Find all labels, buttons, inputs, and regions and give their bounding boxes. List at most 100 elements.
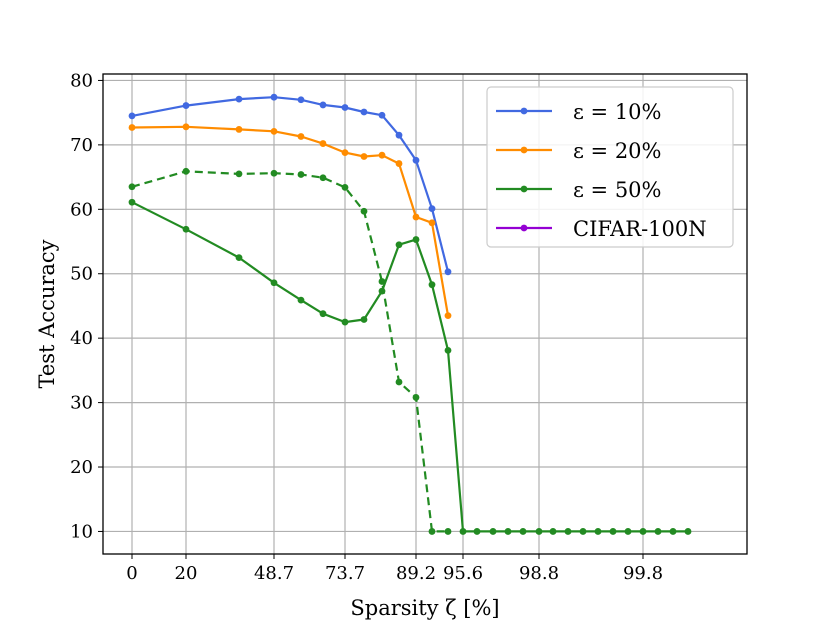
data-point	[459, 528, 467, 535]
data-point	[639, 528, 647, 535]
data-point	[360, 316, 368, 323]
data-point	[182, 123, 190, 131]
data-point	[235, 254, 243, 262]
y-tick-label: 40	[70, 328, 93, 349]
data-point	[609, 528, 617, 535]
legend-label: ε = 20%	[573, 139, 662, 163]
data-point	[235, 126, 243, 133]
x-tick-label: 98.8	[519, 563, 559, 584]
data-point	[428, 219, 436, 227]
legend-swatch-marker	[520, 146, 528, 154]
legend: ε = 10% ε = 20% ε = 50% CIFAR-100N	[486, 86, 734, 248]
data-point	[535, 528, 543, 535]
data-point	[564, 528, 572, 535]
plot-frame	[102, 73, 748, 555]
y-tick-label: 30	[70, 393, 93, 414]
x-tick-label: 73.7	[325, 563, 365, 584]
y-axis-label: Test Accuracy	[35, 239, 59, 388]
data-point	[319, 140, 327, 147]
data-point	[669, 528, 677, 535]
x-tick-label: 20	[175, 563, 198, 584]
data-point	[360, 207, 368, 215]
y-tick-label: 60	[70, 199, 93, 220]
data-point	[128, 183, 136, 191]
data-point	[360, 153, 368, 160]
legend-swatch-marker	[520, 185, 528, 193]
data-point	[128, 112, 136, 120]
data-point	[395, 131, 403, 139]
data-point	[270, 169, 278, 177]
legend-label: CIFAR-100N	[573, 217, 707, 241]
tick-layer: 0 20 48.7 73.7 89.2 95.6 98.8 99.8 10 20 30 40 50 60 7…	[70, 70, 663, 584]
data-point	[654, 528, 662, 535]
data-point	[684, 528, 692, 535]
data-point	[444, 528, 452, 535]
legend-label: ε = 10%	[573, 100, 662, 124]
y-tick-label: 50	[70, 264, 93, 285]
data-point	[378, 151, 386, 159]
data-point	[378, 278, 386, 285]
data-point	[128, 198, 136, 206]
data-point	[428, 281, 436, 289]
legend-swatch-marker	[520, 224, 528, 232]
data-point	[235, 170, 243, 178]
data-point	[341, 318, 349, 326]
y-tick-label: 70	[70, 135, 93, 156]
legend-label: ε = 50%	[573, 178, 662, 202]
data-point	[504, 528, 512, 535]
data-point	[428, 528, 436, 535]
x-axis-label: Sparsity ζ [%]	[350, 596, 499, 620]
data-point	[624, 528, 632, 535]
y-tick-label: 20	[70, 457, 93, 478]
data-point	[297, 96, 305, 104]
data-point	[128, 124, 136, 131]
data-point	[319, 310, 327, 318]
data-point	[412, 394, 420, 401]
series-line-2	[131, 201, 688, 533]
y-tick-label: 80	[70, 70, 93, 91]
data-point	[319, 174, 327, 182]
series-line-1	[131, 125, 450, 316]
x-tick-label: 99.8	[623, 563, 663, 584]
data-point	[412, 156, 420, 164]
data-point	[444, 347, 452, 354]
x-tick-label: 89.2	[396, 563, 436, 584]
data-point	[473, 528, 481, 535]
data-point	[412, 213, 420, 221]
x-tick-label: 48.7	[254, 563, 294, 584]
data-point	[378, 111, 386, 119]
legend-box	[486, 86, 734, 248]
data-point	[444, 312, 452, 320]
data-point	[341, 149, 349, 157]
data-point	[360, 108, 368, 116]
data-point	[182, 167, 190, 175]
data-point	[270, 93, 278, 101]
data-point	[297, 133, 305, 140]
data-point	[235, 95, 243, 103]
legend-swatch-marker	[520, 107, 528, 115]
data-point	[395, 160, 403, 167]
data-point	[428, 205, 436, 213]
data-point	[594, 528, 602, 535]
data-point	[270, 279, 278, 287]
data-point	[297, 171, 305, 178]
x-tick-label: 95.6	[443, 563, 483, 584]
y-tick-label: 10	[70, 521, 93, 542]
data-point	[182, 225, 190, 233]
data-point	[579, 528, 587, 535]
data-point	[270, 127, 278, 135]
data-point	[444, 268, 452, 276]
data-point	[297, 296, 305, 304]
data-point	[341, 104, 349, 111]
data-point	[519, 528, 527, 535]
x-tick-label: 0	[126, 563, 137, 584]
data-point	[395, 378, 403, 386]
data-point	[412, 236, 420, 243]
data-point	[395, 241, 403, 249]
data-point	[549, 528, 557, 535]
data-point	[182, 102, 190, 109]
data-point	[341, 183, 349, 191]
series-layer	[128, 93, 692, 535]
data-point	[319, 101, 327, 109]
